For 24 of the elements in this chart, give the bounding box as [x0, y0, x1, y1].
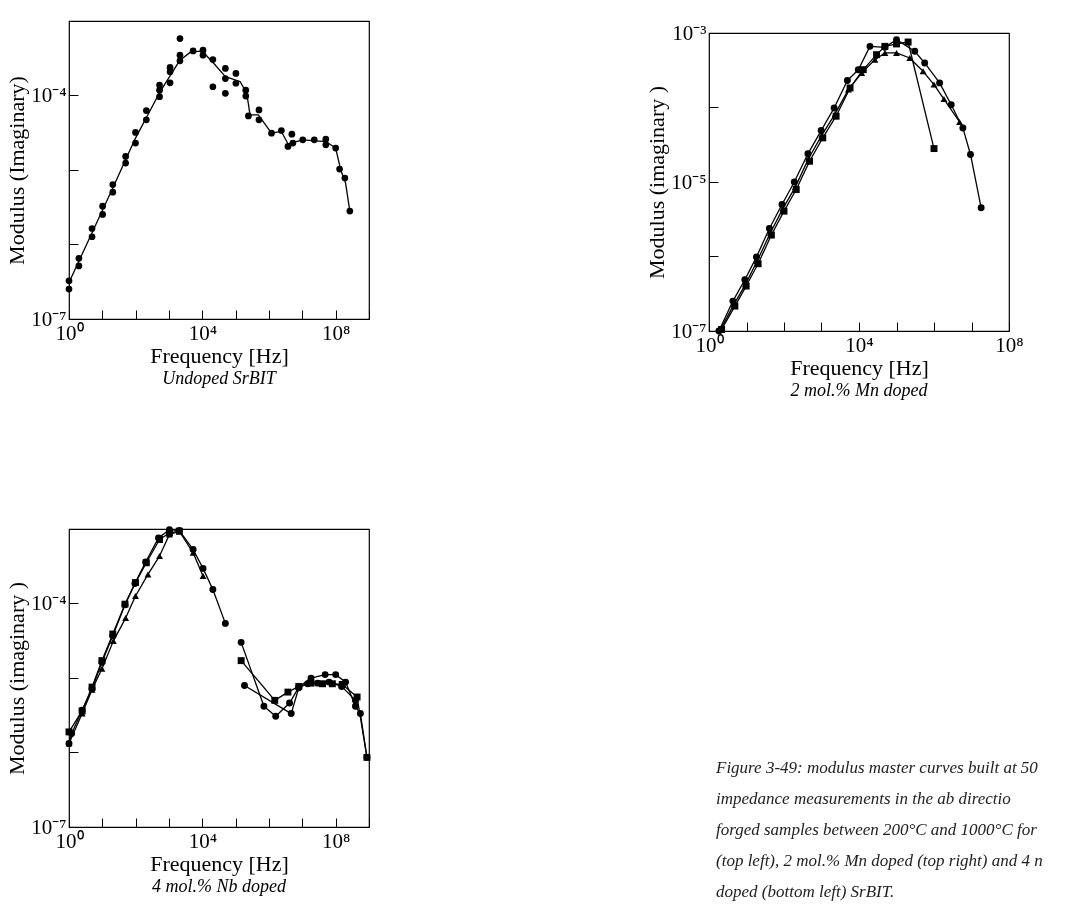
y-axis-title: Modulus (imaginary )	[644, 85, 670, 280]
caption: Figure 3-49: modulus master curves built at 50	[716, 757, 1039, 779]
y-tick-label: 10⁻⁵	[671, 169, 707, 194]
text: impedance measurements in the ab directio	[716, 788, 1012, 810]
text: (top left), 2 mol.% Mn doped (top right) and 4 n	[716, 850, 1044, 872]
text: 4 mol.% Nb doped	[152, 876, 287, 896]
x-axis-title: Frequency [Hz]	[150, 342, 289, 368]
x-axis-title: Frequency [Hz]	[150, 850, 289, 876]
y-tick-label: 10⁻³	[672, 20, 707, 45]
x-tick-label: 10⁸	[322, 828, 351, 853]
x-tick-label: 10⁸	[995, 332, 1024, 357]
y-tick-label: 10⁻⁴	[31, 591, 67, 615]
text: 2 mol.% Mn doped	[790, 380, 929, 400]
x-tick-label: 10⁴	[188, 320, 217, 345]
text: Undoped SrBIT	[162, 368, 278, 388]
text: doped (bottom left) SrBIT.	[716, 881, 896, 903]
x-tick-label: 10⁸	[322, 320, 351, 345]
y-axis-title: Modulus (imaginary )	[4, 581, 30, 776]
y-axis-title: Modulus (Imaginary)	[4, 76, 30, 265]
x-tick-label: 10⁴	[845, 332, 874, 357]
x-tick-label: 10⁴	[188, 828, 217, 853]
x-axis-title: Frequency [Hz]	[790, 354, 929, 380]
y-tick-label: 10⁻⁴	[31, 83, 67, 107]
text: forged samples between 200°C and 1000°C for	[716, 819, 1038, 841]
